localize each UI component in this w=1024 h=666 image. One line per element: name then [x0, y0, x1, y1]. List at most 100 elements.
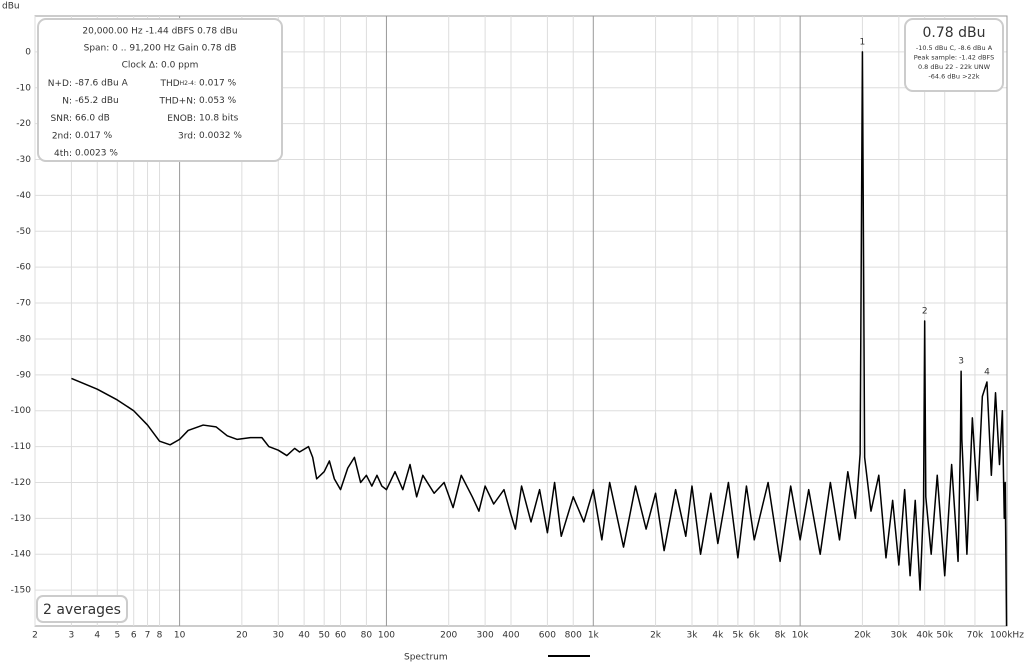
peak-marker: 2: [922, 307, 928, 317]
metric-value: -65.2 dBu: [75, 96, 119, 106]
spectrum-line: [71, 51, 1008, 627]
peak-marker: 3: [958, 357, 964, 367]
x-tick-label: 600: [539, 631, 556, 641]
averages-label: 2 averages: [43, 602, 121, 618]
y-tick-label: -120: [11, 478, 32, 488]
x-tick-label: 6k: [749, 631, 761, 641]
metric-label: N+D:: [48, 79, 72, 89]
x-tick-label: 40k: [916, 631, 933, 641]
y-tick-label: -130: [11, 514, 32, 524]
averages-frame: [36, 595, 128, 623]
y-tick-label: 0: [25, 47, 31, 57]
info-line: Span: 0 .. 91,200 Hz Gain 0.78 dB: [84, 44, 237, 54]
peak-marker: 1: [860, 37, 866, 47]
legend-label: Spectrum: [404, 653, 448, 663]
x-tick-label: 3k: [687, 631, 699, 641]
y-tick-label: -70: [16, 299, 31, 309]
x-tick-label: 70k: [967, 631, 984, 641]
x-tick-label: 2: [32, 631, 38, 641]
x-tick-label: 200: [440, 631, 457, 641]
y-axis-label: dBu: [2, 2, 20, 12]
metric-label-text: THD: [159, 79, 179, 89]
info-line: Clock Δ: 0.0 ppm: [122, 61, 199, 71]
metric-label-text: 4th:: [54, 149, 72, 159]
x-tick-label: 100: [378, 631, 395, 641]
y-tick-label: -100: [11, 406, 32, 416]
y-tick-label: -90: [16, 370, 31, 380]
peak-marker: 4: [984, 368, 990, 378]
y-tick-label: -140: [11, 550, 32, 560]
metric-label: 3rd:: [178, 131, 196, 141]
metric-value: 0.017 %: [75, 131, 113, 141]
metric-value: 0.0023 %: [75, 149, 118, 159]
x-tick-label: 30k: [891, 631, 908, 641]
level-box: 0.78 dBu -10.5 dBu C, -8.6 dBu A Peak sam…: [904, 18, 1004, 92]
level-box-frame: [904, 18, 1004, 92]
x-tick-label: 5: [114, 631, 120, 641]
metric-label-text: 3rd:: [178, 131, 196, 141]
metric-label: THD+N:: [158, 96, 196, 106]
info-box-frame: [37, 18, 283, 162]
x-tick-label: 80: [361, 631, 373, 641]
x-tick-label: 400: [502, 631, 519, 641]
x-tick-label: 2k: [650, 631, 662, 641]
averages-box: 2 averages: [36, 595, 128, 623]
y-tick-label: -150: [11, 586, 32, 596]
metric-label-text: ENOB:: [167, 114, 196, 124]
x-tick-label: 20k: [854, 631, 871, 641]
metric-value: 10.8 bits: [199, 114, 239, 124]
metric-value: 0.017 %: [199, 79, 237, 89]
level-line: -64.6 dBu >22k: [928, 73, 979, 81]
metric-label-text: SNR:: [51, 114, 72, 124]
level-line: Peak sample: -1.42 dBFS: [914, 54, 995, 62]
x-tick-label: 800: [565, 631, 582, 641]
metric-label-text: THD+N:: [158, 96, 196, 106]
metric-label-text: N:: [62, 96, 72, 106]
x-tick-label: 10: [174, 631, 186, 641]
x-tick-label: 50: [318, 631, 330, 641]
y-tick-label: -80: [16, 334, 31, 344]
x-tick-label: 4: [94, 631, 100, 641]
metric-label-text: 2nd:: [52, 131, 72, 141]
y-tick-label: -10: [16, 83, 31, 93]
x-tick-label: 1k: [588, 631, 600, 641]
y-tick-label: -40: [16, 191, 31, 201]
x-tick-label: 4k: [712, 631, 724, 641]
info-box: 20,000.00 Hz -1.44 dBFS 0.78 dBu Span: 0 …: [37, 18, 283, 162]
x-tick-label: 3: [69, 631, 75, 641]
metric-value: -87.6 dBu A: [75, 79, 129, 89]
y-tick-label: -110: [11, 442, 32, 452]
metric-label: N:: [62, 96, 72, 106]
y-tick-label: -20: [16, 119, 31, 129]
x-tick-label: 10k: [792, 631, 809, 641]
level-line: 0.8 dBu 22 - 22k UNW: [918, 63, 991, 71]
y-tick-label: -50: [16, 227, 31, 237]
x-tick-label: 20: [236, 631, 248, 641]
x-tick-label: 5k: [732, 631, 744, 641]
metric-value: 0.053 %: [199, 96, 237, 106]
metric-label: 4th:: [54, 149, 72, 159]
x-tick-label: 60: [335, 631, 347, 641]
metric-label: 2nd:: [52, 131, 72, 141]
x-tick-label: 30: [273, 631, 285, 641]
x-tick-label: 300: [477, 631, 494, 641]
x-tick-label: 7: [145, 631, 151, 641]
x-tick-label: 50k: [936, 631, 953, 641]
metric-value: 66.0 dB: [75, 114, 110, 124]
y-tick-label: -60: [16, 263, 31, 273]
x-tick-label: 6: [131, 631, 137, 641]
x-tick-label: 8: [157, 631, 163, 641]
y-tick-label: -30: [16, 155, 31, 165]
level-line: -10.5 dBu C, -8.6 dBu A: [916, 44, 993, 52]
x-tick-label: 100kHz: [990, 631, 1024, 641]
metric-label: THDH2-4:: [159, 79, 196, 89]
metric-label: SNR:: [51, 114, 72, 124]
metric-value: 0.0032 %: [199, 131, 242, 141]
grid: [34, 15, 1008, 627]
legend: Spectrum: [404, 653, 590, 663]
level-value: 0.78 dBu: [923, 25, 986, 41]
metric-label-sub: H2-4:: [180, 80, 196, 87]
plot: 1 2 3 4: [71, 37, 1008, 627]
metric-label: ENOB:: [167, 114, 196, 124]
